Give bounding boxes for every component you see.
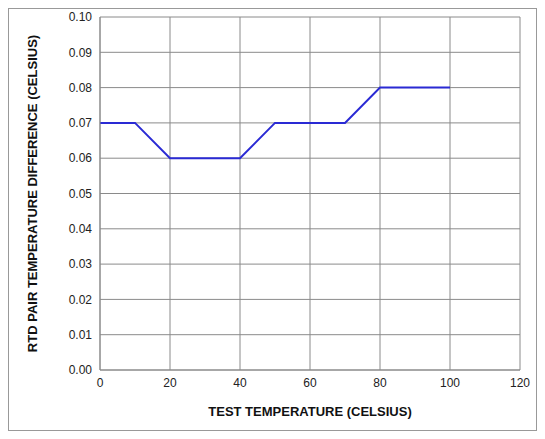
svg-text:0.00: 0.00	[69, 363, 93, 377]
svg-text:0.09: 0.09	[69, 46, 93, 60]
svg-text:TEST TEMPERATURE (CELSIUS): TEST TEMPERATURE (CELSIUS)	[208, 404, 411, 419]
svg-text:RTD PAIR TEMPERATURE DIFFERENC: RTD PAIR TEMPERATURE DIFFERENCE (CELSIUS…	[25, 35, 40, 352]
svg-text:80: 80	[373, 376, 387, 390]
svg-text:0.05: 0.05	[69, 187, 93, 201]
svg-text:40: 40	[233, 376, 247, 390]
svg-text:20: 20	[163, 376, 177, 390]
svg-text:0: 0	[97, 376, 104, 390]
svg-text:0.10: 0.10	[69, 10, 93, 24]
svg-text:0.03: 0.03	[69, 257, 93, 271]
svg-text:0.07: 0.07	[69, 116, 93, 130]
svg-text:0.02: 0.02	[69, 293, 93, 307]
svg-text:120: 120	[510, 376, 530, 390]
svg-text:100: 100	[440, 376, 460, 390]
svg-text:0.04: 0.04	[69, 222, 93, 236]
svg-text:0.06: 0.06	[69, 151, 93, 165]
svg-text:0.01: 0.01	[69, 328, 93, 342]
svg-text:60: 60	[303, 376, 317, 390]
svg-text:0.08: 0.08	[69, 81, 93, 95]
